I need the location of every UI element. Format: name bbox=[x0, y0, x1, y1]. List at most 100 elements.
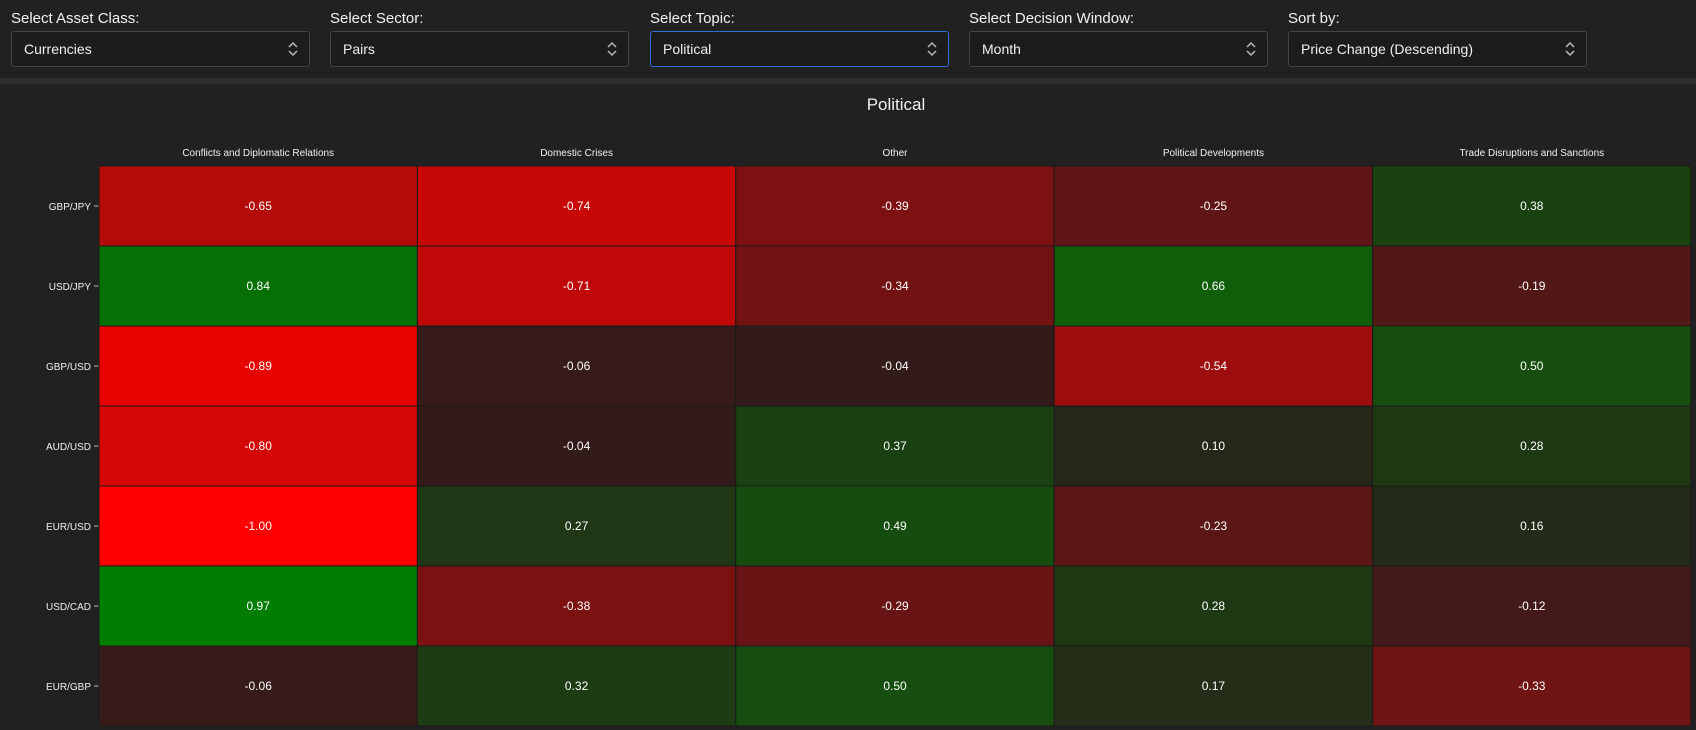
chart-title: Political bbox=[866, 95, 926, 114]
row-label: GBP/USD bbox=[46, 362, 91, 373]
cell-value-label: 0.49 bbox=[883, 519, 907, 533]
cell-value-label: -0.71 bbox=[563, 279, 591, 293]
asset-class-control: Select Asset Class: Currencies bbox=[11, 10, 310, 67]
topic-value: Political bbox=[663, 41, 712, 57]
chevron-updown-icon bbox=[1565, 41, 1575, 57]
heatmap-cell[interactable] bbox=[1053, 645, 1374, 727]
cell-value-label: 0.38 bbox=[1520, 199, 1544, 213]
decision-window-select[interactable]: Month bbox=[969, 31, 1268, 67]
cell-value-label: 0.28 bbox=[1520, 439, 1544, 453]
heatmap-cell[interactable] bbox=[1372, 245, 1692, 327]
cell-value-label: -0.04 bbox=[563, 439, 591, 453]
cell-value-label: -0.74 bbox=[563, 199, 591, 213]
heatmap-cell[interactable] bbox=[1372, 405, 1692, 487]
column-header: Conflicts and Diplomatic Relations bbox=[182, 148, 334, 159]
filter-bar: Select Asset Class: Currencies Select Se… bbox=[0, 0, 1696, 78]
heatmap-cell[interactable] bbox=[1053, 245, 1374, 327]
heatmap-cell[interactable] bbox=[416, 165, 737, 247]
cell-value-label: -0.38 bbox=[563, 599, 591, 613]
heatmap-cell[interactable] bbox=[98, 325, 418, 407]
cell-value-label: 0.50 bbox=[1520, 359, 1544, 373]
topic-select[interactable]: Political bbox=[650, 31, 949, 67]
heatmap-cell[interactable] bbox=[735, 645, 1055, 727]
heatmap-panel: Political Conflicts and Diplomatic Relat… bbox=[0, 84, 1696, 730]
topic-control: Select Topic: Political bbox=[650, 10, 949, 67]
heatmap-cell[interactable] bbox=[1053, 165, 1374, 247]
chevron-updown-icon bbox=[927, 41, 937, 57]
cell-value-label: -0.65 bbox=[245, 199, 273, 213]
sort-label: Sort by: bbox=[1288, 10, 1340, 27]
cell-value-label: -0.39 bbox=[881, 199, 909, 213]
heatmap-cell[interactable] bbox=[416, 245, 737, 327]
heatmap-cell[interactable] bbox=[416, 405, 737, 487]
heatmap-cell[interactable] bbox=[98, 245, 418, 327]
column-header: Domestic Crises bbox=[540, 148, 613, 159]
sort-select[interactable]: Price Change (Descending) bbox=[1288, 31, 1587, 67]
chevron-updown-icon bbox=[607, 41, 617, 57]
cell-value-label: 0.84 bbox=[247, 279, 271, 293]
heatmap-cell[interactable] bbox=[1372, 485, 1692, 567]
heatmap-cell[interactable] bbox=[735, 165, 1055, 247]
row-label: EUR/GBP bbox=[46, 682, 91, 693]
heatmap-cell[interactable] bbox=[98, 485, 418, 567]
sort-value: Price Change (Descending) bbox=[1301, 41, 1473, 57]
heatmap-cell[interactable] bbox=[1053, 325, 1374, 407]
cell-value-label: -0.06 bbox=[563, 359, 591, 373]
heatmap-cell[interactable] bbox=[1053, 565, 1374, 647]
cell-value-label: 0.66 bbox=[1202, 279, 1226, 293]
cell-value-label: 0.28 bbox=[1202, 599, 1226, 613]
chevron-updown-icon bbox=[1246, 41, 1256, 57]
topic-label: Select Topic: bbox=[650, 10, 735, 27]
cell-value-label: -0.54 bbox=[1200, 359, 1228, 373]
cell-value-label: -0.06 bbox=[245, 679, 273, 693]
cell-value-label: -0.25 bbox=[1200, 199, 1228, 213]
heatmap-cell[interactable] bbox=[1372, 325, 1692, 407]
cell-value-label: -0.23 bbox=[1200, 519, 1228, 533]
heatmap-chart: Conflicts and Diplomatic Relations Domest… bbox=[46, 148, 1692, 727]
row-label: EUR/USD bbox=[46, 522, 91, 533]
cell-value-label: 0.16 bbox=[1520, 519, 1544, 533]
column-header: Trade Disruptions and Sanctions bbox=[1459, 148, 1604, 159]
cell-value-label: -0.89 bbox=[245, 359, 273, 373]
heatmap-cell[interactable] bbox=[735, 485, 1055, 567]
cell-value-label: -0.29 bbox=[881, 599, 909, 613]
cell-value-label: 0.10 bbox=[1202, 439, 1226, 453]
heatmap-cell[interactable] bbox=[416, 485, 737, 567]
row-label: GBP/JPY bbox=[49, 202, 92, 213]
sector-control: Select Sector: Pairs bbox=[330, 10, 629, 67]
cell-value-label: 0.50 bbox=[883, 679, 907, 693]
heatmap-cell[interactable] bbox=[98, 645, 418, 727]
heatmap-cell[interactable] bbox=[735, 405, 1055, 487]
row-label: USD/JPY bbox=[49, 282, 92, 293]
cell-value-label: -0.19 bbox=[1518, 279, 1546, 293]
decision-window-value: Month bbox=[982, 41, 1021, 57]
sector-label: Select Sector: bbox=[330, 10, 424, 27]
divider bbox=[0, 78, 1696, 84]
heatmap-cell[interactable] bbox=[416, 645, 737, 727]
decision-window-label: Select Decision Window: bbox=[969, 10, 1135, 27]
row-label: USD/CAD bbox=[46, 602, 91, 613]
cell-value-label: -0.80 bbox=[245, 439, 273, 453]
cell-value-label: 0.37 bbox=[883, 439, 907, 453]
asset-class-select[interactable]: Currencies bbox=[11, 31, 310, 67]
heatmap-cell[interactable] bbox=[98, 165, 418, 247]
heatmap-cell[interactable] bbox=[1053, 485, 1374, 567]
heatmap-cell[interactable] bbox=[735, 325, 1055, 407]
cell-value-label: -0.12 bbox=[1518, 599, 1546, 613]
heatmap-cell[interactable] bbox=[1372, 645, 1692, 727]
cell-value-label: 0.17 bbox=[1202, 679, 1226, 693]
heatmap-cell[interactable] bbox=[98, 565, 418, 647]
cell-value-label: 0.27 bbox=[565, 519, 589, 533]
chevron-updown-icon bbox=[288, 41, 298, 57]
cell-value-label: -1.00 bbox=[245, 519, 273, 533]
column-header: Other bbox=[882, 148, 908, 159]
row-label: AUD/USD bbox=[46, 442, 91, 453]
cell-value-label: -0.33 bbox=[1518, 679, 1546, 693]
heatmap-cell[interactable] bbox=[416, 565, 737, 647]
sort-control: Sort by: Price Change (Descending) bbox=[1288, 10, 1587, 67]
cell-value-label: 0.32 bbox=[565, 679, 589, 693]
cell-value-label: -0.04 bbox=[881, 359, 909, 373]
sector-select[interactable]: Pairs bbox=[330, 31, 629, 67]
column-header: Political Developments bbox=[1163, 148, 1264, 159]
asset-class-value: Currencies bbox=[24, 41, 92, 57]
